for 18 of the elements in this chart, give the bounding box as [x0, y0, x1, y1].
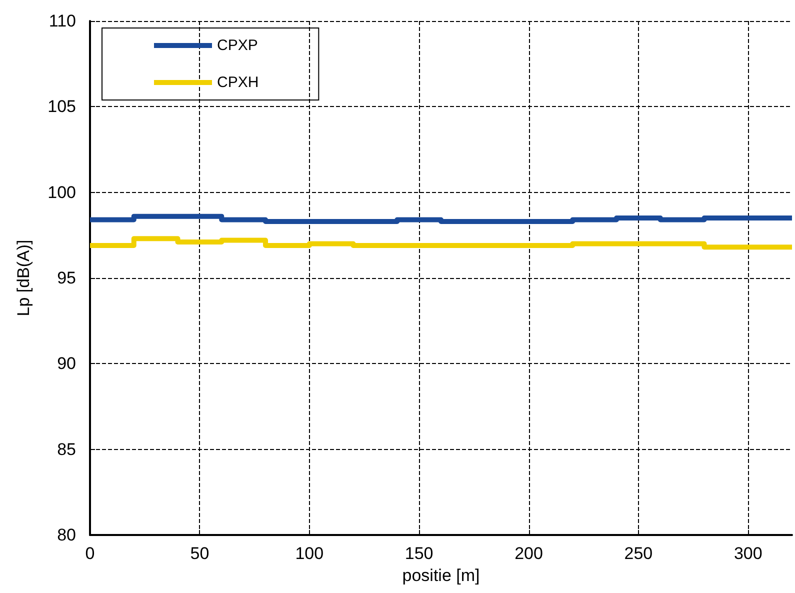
x-tick-label: 200: [514, 544, 543, 563]
legend-label: CPXP: [217, 37, 258, 54]
y-tick-label: 105: [48, 97, 76, 116]
y-tick-label: 100: [48, 182, 76, 202]
y-axis-title: Lp [dB(A)]: [14, 240, 33, 316]
x-tick-label: 150: [404, 544, 434, 563]
x-tick-label: 300: [734, 544, 762, 563]
x-tick-label: 0: [85, 544, 95, 563]
y-tick-label: 90: [57, 354, 76, 374]
y-tick-label: 95: [57, 268, 76, 288]
x-tick-label: 250: [624, 544, 653, 563]
y-tick-label: 110: [48, 12, 76, 30]
x-tick-label: 50: [190, 544, 210, 563]
legend-label: CPXH: [217, 74, 259, 91]
x-axis-title: positie [m]: [402, 566, 480, 585]
y-tick-label: 80: [57, 526, 76, 544]
x-tick-label: 100: [295, 544, 324, 563]
y-tick-label: 85: [57, 440, 76, 459]
